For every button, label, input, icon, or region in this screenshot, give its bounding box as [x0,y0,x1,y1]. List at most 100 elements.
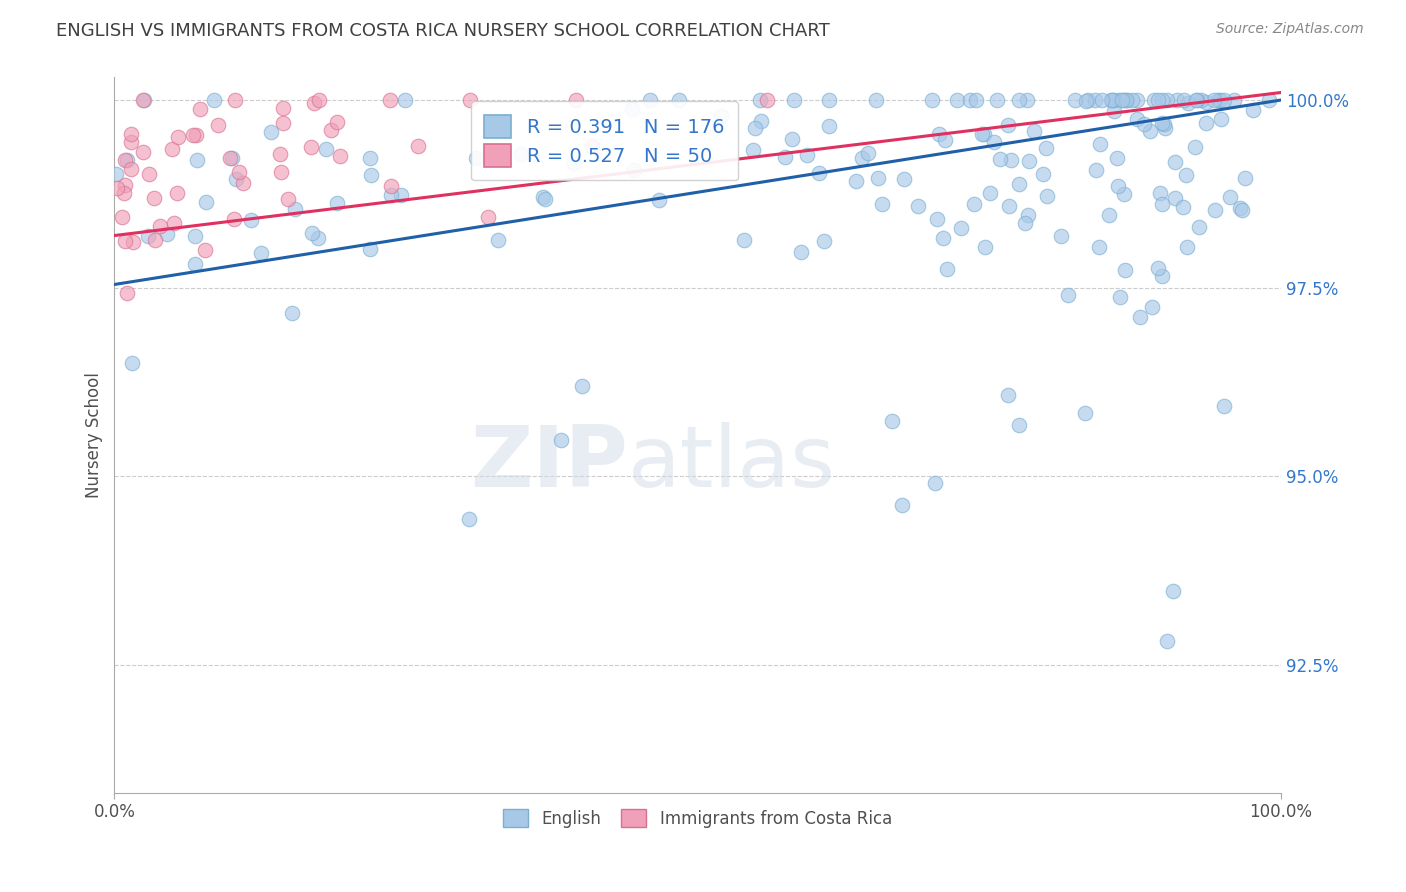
Point [120,127,142,141]
Point [232,176,254,190]
Point [270,164,292,178]
Point [271,116,294,130]
Point [924,476,946,491]
Point [1107,179,1129,194]
Point [1107,151,1129,165]
Point [207,119,229,133]
Point [845,174,868,188]
Point [949,221,972,235]
Point [1024,124,1046,138]
Point [963,197,986,211]
Point [945,93,967,107]
Point [1258,93,1281,107]
Point [534,193,557,207]
Point [935,262,957,277]
Point [188,102,211,116]
Point [121,356,143,370]
Point [1121,93,1143,107]
Point [1017,209,1039,223]
Point [1129,310,1152,324]
Point [1229,201,1251,215]
Point [1008,178,1031,192]
Point [1126,93,1149,107]
Point [749,93,772,107]
Point [143,233,166,247]
Point [1173,93,1195,107]
Point [329,149,352,163]
Point [808,166,831,180]
Point [1184,140,1206,154]
Point [531,190,554,204]
Point [979,186,1001,200]
Point [647,193,669,207]
Point [105,180,128,194]
Point [1036,188,1059,202]
Point [1171,200,1194,214]
Point [1219,190,1241,204]
Point [986,93,1008,107]
Point [1208,93,1230,107]
Point [927,211,949,226]
Point [983,136,1005,150]
Point [1111,93,1133,107]
Point [1202,93,1225,107]
Point [1050,229,1073,244]
Point [1223,93,1246,107]
Point [1209,112,1232,126]
Point [796,148,818,162]
Point [1150,93,1173,107]
Point [250,246,273,260]
Point [307,231,329,245]
Point [194,194,217,209]
Point [1108,93,1130,107]
Point [755,93,778,107]
Point [1164,155,1187,169]
Point [1077,93,1099,107]
Point [970,127,993,141]
Point [1185,93,1208,107]
Point [121,162,143,177]
Point [269,147,291,161]
Point [271,101,294,115]
Point [280,306,302,320]
Point [550,433,572,447]
Point [184,257,207,271]
Point [1090,136,1112,151]
Point [780,132,803,146]
Point [565,93,588,107]
Point [477,210,499,224]
Point [486,233,509,247]
Point [1057,288,1080,302]
Point [166,130,188,145]
Point [149,219,172,234]
Point [973,127,995,141]
Point [1213,399,1236,413]
Point [1156,633,1178,648]
Point [907,199,929,213]
Point [1147,93,1170,107]
Point [138,167,160,181]
Point [115,285,138,300]
Point [733,232,755,246]
Point [186,128,208,142]
Point [1166,93,1188,107]
Point [163,217,186,231]
Point [997,388,1019,402]
Point [1015,93,1038,107]
Point [1174,168,1197,182]
Point [458,512,481,526]
Point [114,153,136,167]
Point [818,119,841,133]
Point [773,150,796,164]
Point [221,151,243,165]
Point [1008,417,1031,432]
Point [1091,93,1114,107]
Point [114,234,136,248]
Point [464,151,486,165]
Point [741,144,763,158]
Point [1164,191,1187,205]
Point [790,244,813,259]
Point [1153,121,1175,136]
Point [1204,203,1226,218]
Legend: English, Immigrants from Costa Rica: English, Immigrants from Costa Rica [496,803,898,834]
